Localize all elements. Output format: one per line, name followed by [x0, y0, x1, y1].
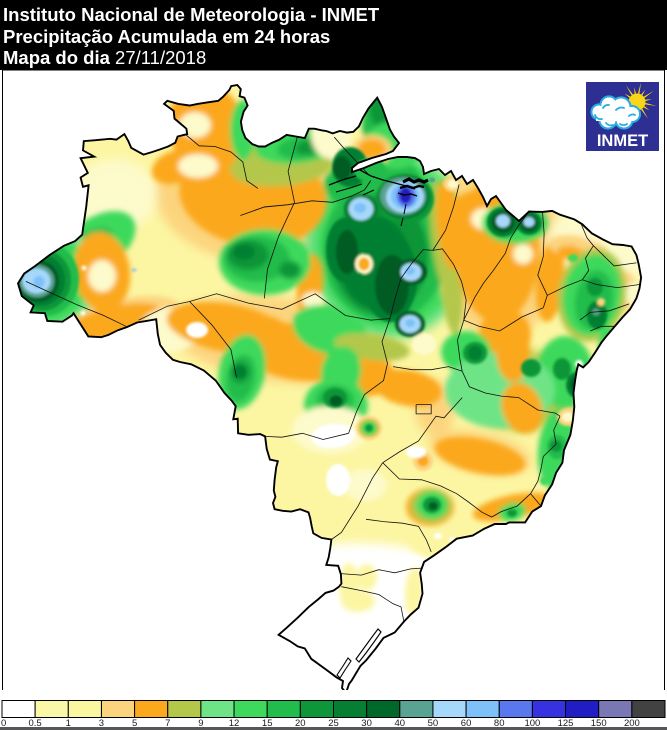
svg-text:150: 150	[591, 718, 607, 729]
svg-text:15: 15	[262, 718, 273, 729]
svg-text:1: 1	[66, 718, 71, 729]
svg-text:0.5: 0.5	[28, 718, 41, 729]
svg-text:5: 5	[132, 718, 137, 729]
svg-text:60: 60	[461, 718, 472, 729]
svg-text:20: 20	[295, 718, 306, 729]
svg-text:125: 125	[558, 718, 574, 729]
svg-text:80: 80	[494, 718, 505, 729]
svg-text:50: 50	[428, 718, 439, 729]
svg-text:0: 0	[1, 718, 6, 729]
svg-text:3: 3	[99, 718, 104, 729]
svg-text:25: 25	[328, 718, 339, 729]
svg-text:40: 40	[395, 718, 406, 729]
svg-text:12: 12	[229, 718, 240, 729]
svg-text:30: 30	[361, 718, 372, 729]
svg-text:9: 9	[198, 718, 203, 729]
svg-text:100: 100	[524, 718, 540, 729]
svg-text:INMET: INMET	[597, 132, 648, 150]
svg-text:200: 200	[624, 718, 640, 729]
svg-text:7: 7	[165, 718, 170, 729]
